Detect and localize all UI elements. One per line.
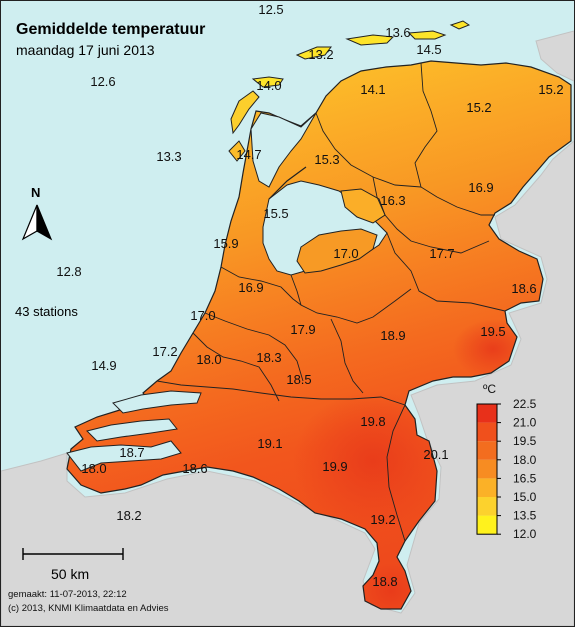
station-value: 19.2: [370, 512, 395, 527]
station-value: 19.1: [257, 436, 282, 451]
station-value: 13.2: [308, 47, 333, 62]
legend-swatch: [477, 515, 497, 535]
legend-swatch: [477, 441, 497, 460]
station-value: 14.5: [416, 42, 441, 57]
station-value: 15.2: [466, 100, 491, 115]
legend-swatch: [477, 497, 497, 516]
legend-tick-label: 21.0: [513, 416, 537, 430]
station-value: 20.1: [423, 447, 448, 462]
legend: 22.5 21.0 19.5 18.0 16.5 15.0 13.5 12.0: [476, 397, 537, 541]
flevoland-north: [340, 188, 386, 224]
station-value: 19.5: [480, 324, 505, 339]
neighbouring-land: [1, 30, 574, 626]
province-borders: [156, 62, 506, 542]
legend-swatch: [477, 478, 497, 497]
map-title: Gemiddelde temperatuur: [16, 21, 206, 38]
station-value: 18.5: [286, 372, 311, 387]
station-value: 14.0: [256, 78, 281, 93]
station-value: 15.2: [538, 82, 563, 97]
station-value: 12.5: [258, 2, 283, 17]
haringvliet: [112, 390, 202, 414]
station-value: 14.1: [360, 82, 385, 97]
flevoland: [296, 228, 378, 274]
north-label: N: [31, 185, 40, 200]
station-value: 15.3: [314, 152, 339, 167]
station-value: 18.3: [256, 350, 281, 365]
legend-tick-label: 16.5: [513, 471, 537, 485]
station-value: 18.0: [196, 352, 221, 367]
station-value: 18.6: [511, 281, 536, 296]
station-value: 14.9: [91, 358, 116, 373]
legend-tick-label: 12.0: [513, 527, 537, 541]
station-value: 14.7: [236, 147, 261, 162]
station-value: 18.6: [182, 461, 207, 476]
stations-count: 43 stations: [15, 304, 78, 319]
north-arrow-icon: [21, 204, 53, 241]
station-value: 17.7: [429, 246, 454, 261]
legend-swatch: [477, 404, 497, 423]
legend-tick-label: 15.0: [513, 490, 537, 504]
legend-tick-label: 13.5: [513, 509, 537, 523]
station-value: 18.8: [372, 574, 397, 589]
afsluitdijk: [268, 166, 307, 200]
station-value: 13.3: [156, 149, 181, 164]
station-value: 17.0: [190, 308, 215, 323]
station-value: 16.3: [380, 193, 405, 208]
station-value: 15.5: [263, 206, 288, 221]
map-subtitle: maandag 17 juni 2013: [16, 42, 155, 58]
station-value: 17.9: [290, 322, 315, 337]
footer-copyright: (c) 2013, KNMI Klimaatdata en Advies: [8, 603, 169, 614]
legend-swatch: [477, 459, 497, 479]
legend-tick-label: 22.5: [513, 397, 537, 411]
eastern-scheldt: [86, 418, 178, 442]
legend-swatch: [477, 422, 497, 442]
station-value: 13.6: [385, 25, 410, 40]
station-value: 12.8: [56, 264, 81, 279]
station-value: 12.6: [90, 74, 115, 89]
station-values: 12.5 13.6 14.5 13.2 12.6 14.0 14.1 15.2 15.2 13.3…: [56, 2, 563, 589]
station-value: 18.7: [119, 445, 144, 460]
legend-tick-label: 19.5: [513, 434, 537, 448]
western-scheldt: [66, 440, 182, 472]
wadden-sea: [250, 112, 317, 188]
station-value: 18.2: [116, 508, 141, 523]
station-value: 17.0: [333, 246, 358, 261]
station-value: 19.8: [360, 414, 385, 429]
station-value: 17.2: [152, 344, 177, 359]
legend-unit: ºC: [483, 382, 496, 396]
station-value: 16.9: [468, 180, 493, 195]
wadden-islands: [228, 20, 471, 162]
footer-made: gemaakt: 11-07-2013, 22:12: [8, 589, 127, 600]
scale-bar: [22, 548, 124, 560]
station-value: 16.9: [238, 280, 263, 295]
station-value: 15.9: [213, 236, 238, 251]
legend-bar-outline: [476, 403, 498, 535]
station-value: 18.9: [380, 328, 405, 343]
legend-tick-label: 18.0: [513, 453, 537, 467]
station-value: 19.9: [322, 459, 347, 474]
station-value: 18.0: [81, 461, 106, 476]
scale-label: 50 km: [51, 566, 90, 582]
